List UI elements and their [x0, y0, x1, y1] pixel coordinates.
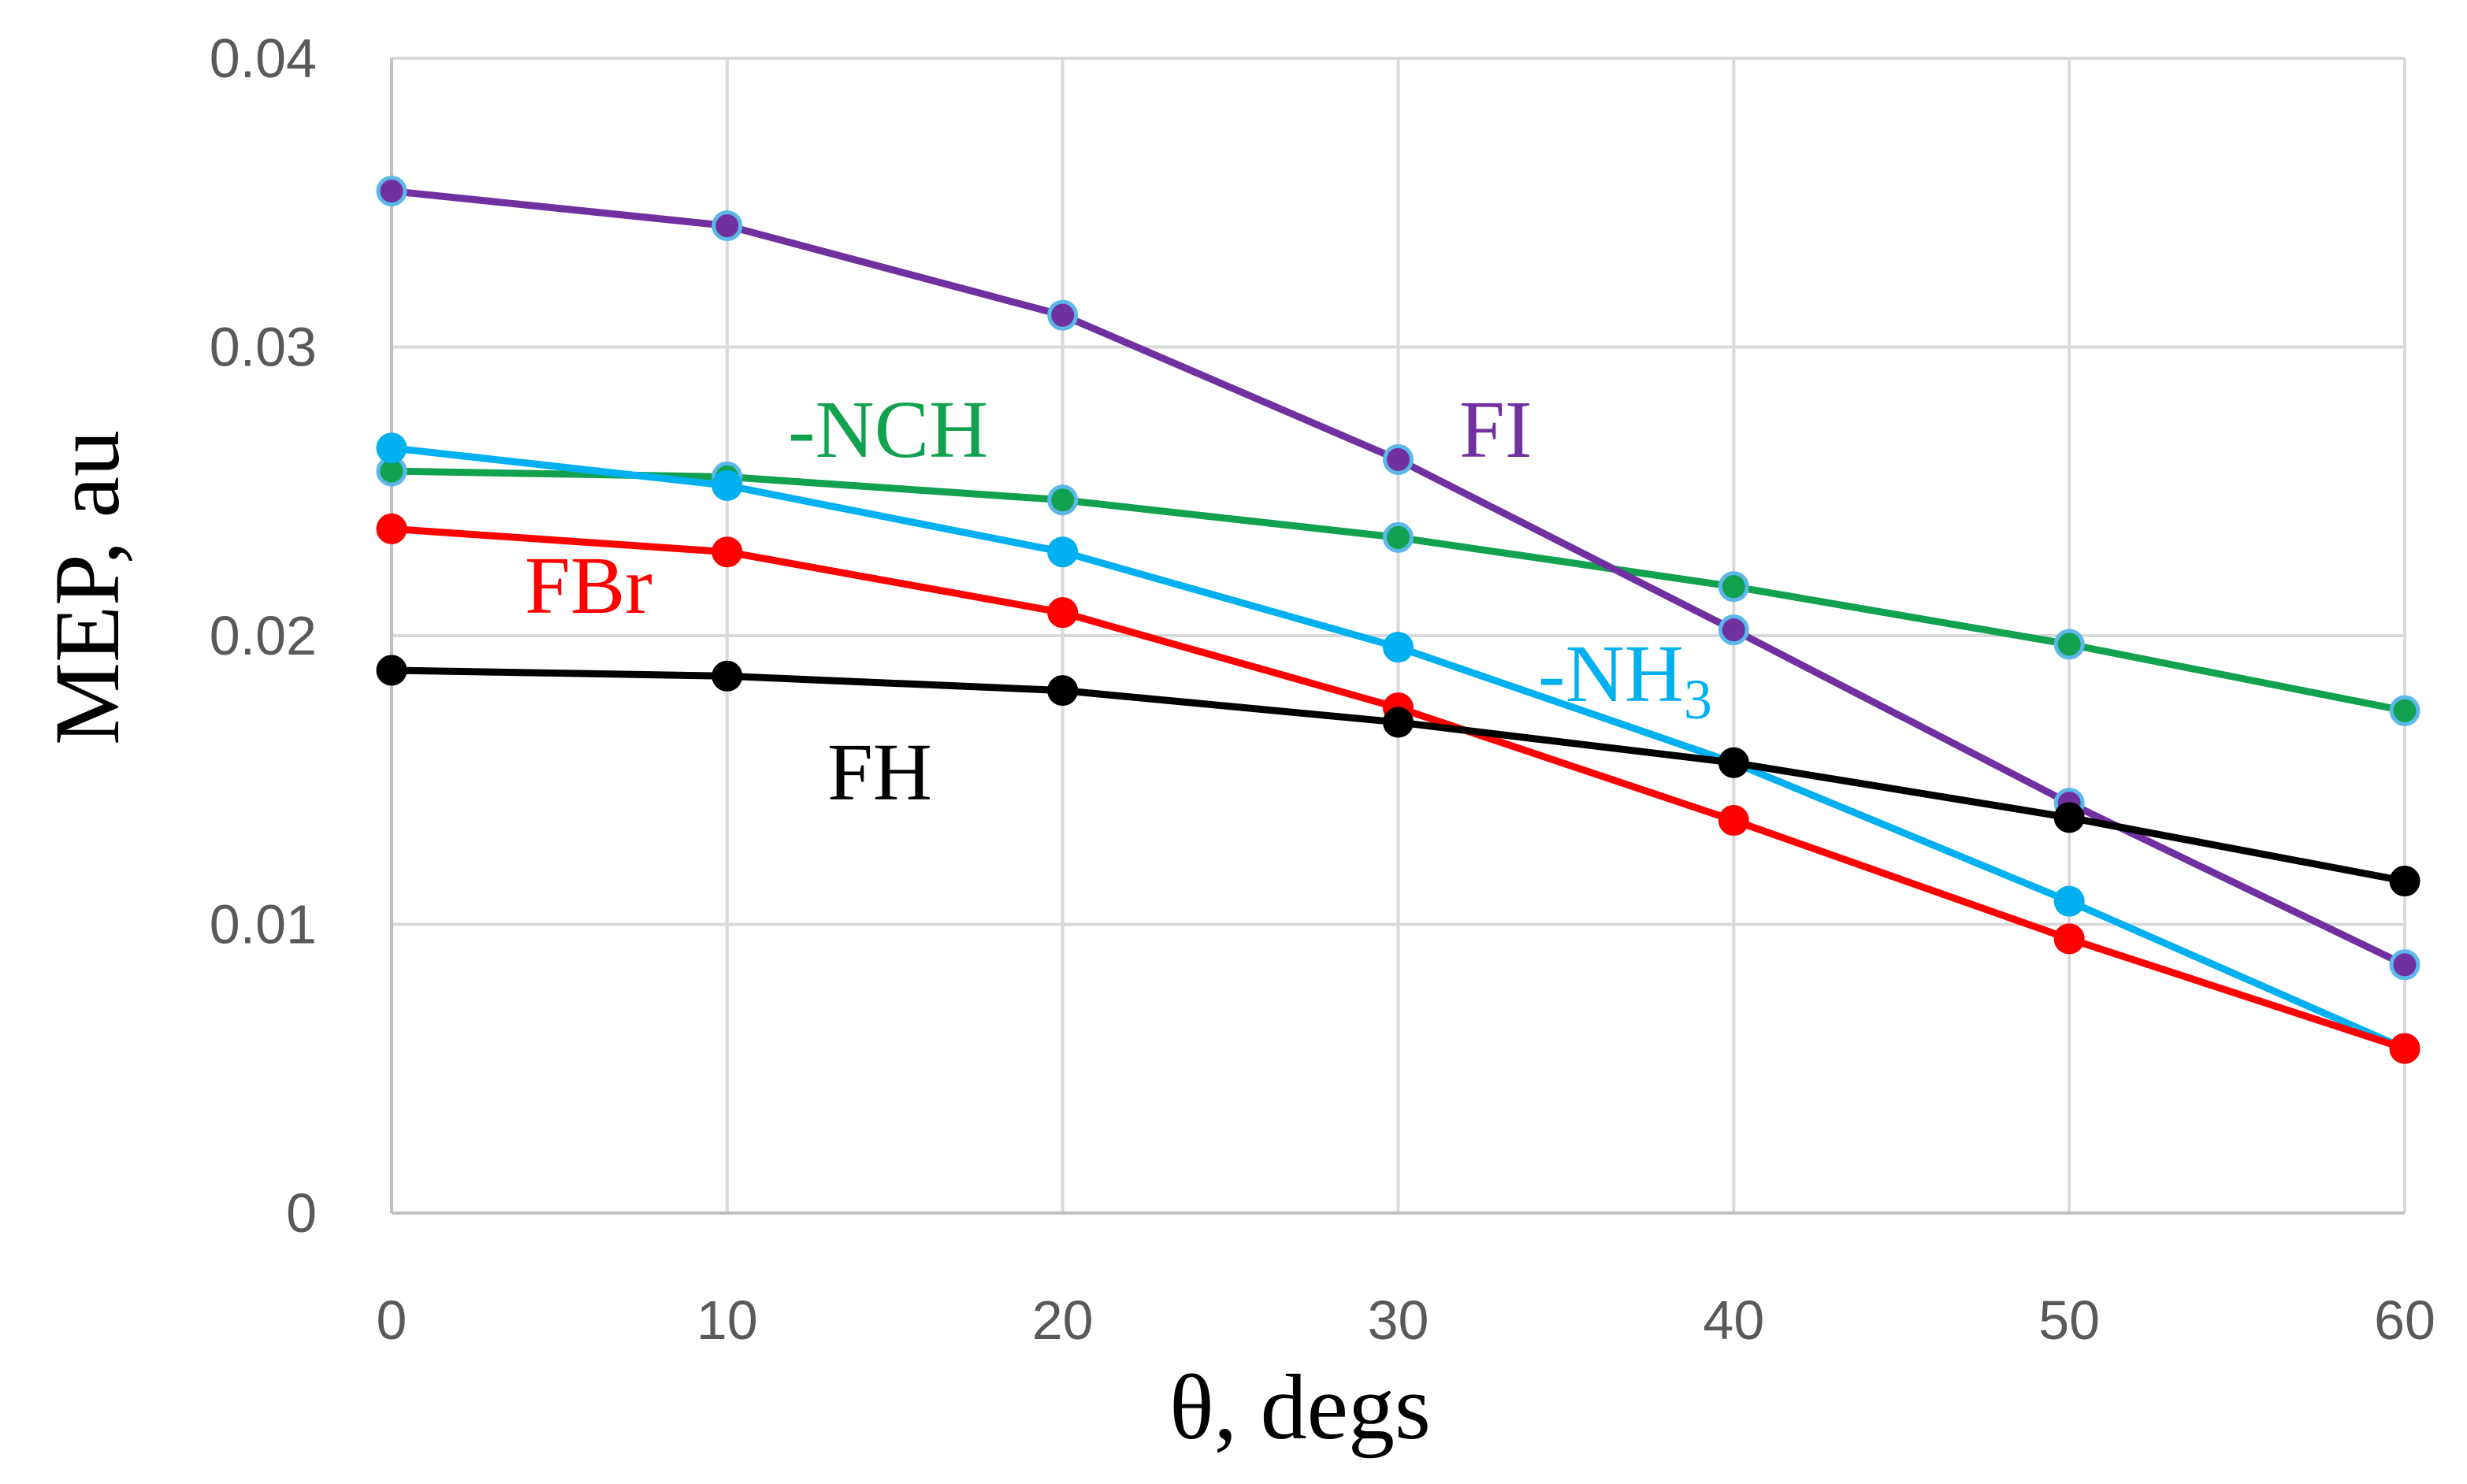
x-tick-label: 10	[697, 1289, 758, 1351]
data-point	[711, 536, 743, 568]
x-tick-label: 30	[1368, 1289, 1429, 1351]
data-point	[376, 432, 407, 464]
data-point	[1718, 571, 1749, 603]
data-point	[1383, 521, 1414, 553]
data-point	[376, 513, 407, 544]
data-point	[376, 176, 407, 207]
series-lines	[376, 176, 2421, 1064]
series-label: FBr	[525, 540, 652, 631]
x-axis-title: θ, degs	[1169, 1356, 1431, 1459]
data-point	[2053, 885, 2085, 917]
data-point	[711, 469, 743, 501]
data-point	[2389, 866, 2421, 897]
data-point	[1718, 805, 1749, 837]
data-point	[1047, 299, 1079, 331]
tick-labels: 0 0.01 0.02 0.03 0.04 0 10 20 30 40 50 60	[210, 28, 2435, 1351]
y-tick-label: 0	[286, 1182, 317, 1244]
y-tick-label: 0.01	[210, 894, 317, 955]
data-point	[2389, 949, 2421, 981]
series-label: -NH3	[1538, 629, 1712, 731]
x-tick-label: 40	[1703, 1289, 1764, 1351]
data-point	[1383, 632, 1414, 663]
data-point	[2053, 802, 2085, 833]
y-tick-label: 0.03	[210, 317, 317, 378]
data-point	[1383, 443, 1414, 475]
data-point	[1718, 747, 1749, 778]
data-point	[2053, 923, 2085, 955]
x-tick-label: 60	[2374, 1289, 2435, 1351]
data-point	[2053, 629, 2085, 660]
data-point	[1047, 484, 1079, 516]
x-tick-label: 20	[1032, 1289, 1094, 1351]
series-labels: -NCH FI -NH3 FBr FH	[525, 384, 1712, 818]
x-tick-label: 0	[377, 1289, 407, 1351]
data-point	[2389, 695, 2421, 726]
y-tick-label: 0.02	[210, 605, 317, 666]
axes	[390, 58, 2405, 1215]
series-label: FI	[1459, 384, 1532, 475]
data-point	[1383, 707, 1414, 738]
series-label: FH	[827, 727, 932, 818]
data-point	[1718, 614, 1749, 646]
data-point	[1047, 675, 1079, 707]
data-point	[1047, 597, 1079, 629]
series-fh	[376, 655, 2421, 897]
data-point	[711, 210, 743, 242]
data-point	[2389, 1033, 2421, 1064]
data-point	[376, 655, 407, 686]
y-axis-title: MEP, au	[35, 430, 139, 745]
series-label: -NCH	[788, 384, 988, 475]
data-point	[711, 660, 743, 692]
y-tick-label: 0.04	[210, 28, 317, 89]
x-tick-label: 50	[2038, 1289, 2100, 1351]
data-point	[1047, 536, 1079, 568]
